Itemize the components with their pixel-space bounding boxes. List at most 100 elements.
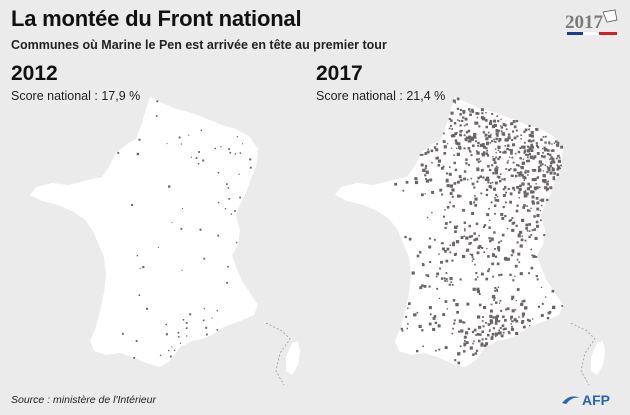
- commune-mark: [524, 189, 527, 192]
- commune-mark: [491, 112, 494, 115]
- commune-mark: [448, 127, 451, 130]
- commune-mark: [546, 198, 549, 202]
- commune-mark: [495, 301, 498, 304]
- corsica: [591, 341, 605, 375]
- commune-mark: [117, 151, 120, 154]
- commune-mark: [435, 275, 438, 278]
- commune-mark: [498, 320, 501, 323]
- commune-mark: [453, 319, 456, 322]
- commune-mark: [463, 342, 467, 346]
- commune-mark: [462, 321, 465, 324]
- commune-mark: [494, 316, 499, 320]
- commune-mark: [535, 142, 538, 145]
- commune-mark: [480, 108, 484, 112]
- panel-year: 2017: [316, 62, 363, 85]
- commune-mark: [479, 333, 482, 336]
- commune-mark: [472, 342, 474, 345]
- commune-mark: [202, 319, 205, 322]
- commune-mark: [539, 199, 542, 202]
- commune-mark: [492, 158, 496, 161]
- commune-mark: [483, 306, 487, 310]
- commune-mark: [494, 198, 498, 202]
- commune-mark: [543, 234, 546, 237]
- commune-mark: [490, 201, 493, 204]
- commune-mark: [485, 147, 488, 150]
- commune-mark: [556, 157, 558, 160]
- commune-mark: [536, 278, 539, 281]
- commune-mark: [418, 324, 422, 328]
- commune-mark: [522, 299, 526, 303]
- commune-mark: [467, 178, 469, 181]
- commune-mark: [542, 152, 544, 154]
- commune-mark: [433, 146, 437, 149]
- commune-mark: [515, 209, 519, 213]
- commune-mark: [475, 150, 478, 153]
- commune-mark: [462, 116, 465, 119]
- commune-mark: [500, 334, 504, 338]
- commune-mark: [474, 204, 478, 207]
- commune-mark: [479, 160, 482, 162]
- commune-mark: [495, 148, 497, 150]
- commune-mark: [482, 325, 485, 328]
- commune-mark: [419, 286, 423, 290]
- commune-mark: [465, 158, 468, 161]
- commune-mark: [427, 148, 430, 151]
- commune-mark: [459, 345, 462, 348]
- commune-mark: [485, 125, 488, 129]
- commune-mark: [481, 342, 483, 344]
- commune-mark: [490, 136, 492, 138]
- commune-mark: [497, 246, 501, 250]
- commune-mark: [474, 352, 478, 355]
- commune-mark: [198, 151, 200, 153]
- commune-mark: [456, 152, 460, 156]
- commune-mark: [495, 319, 498, 323]
- commune-mark: [521, 235, 523, 237]
- commune-mark: [468, 136, 472, 140]
- commune-mark: [449, 277, 453, 281]
- commune-mark: [516, 164, 519, 167]
- commune-mark: [525, 169, 527, 172]
- commune-mark: [495, 171, 498, 175]
- commune-mark: [401, 329, 404, 332]
- commune-mark: [428, 261, 431, 263]
- commune-mark: [519, 147, 522, 150]
- commune-mark: [516, 186, 519, 189]
- commune-mark: [469, 346, 473, 350]
- commune-mark: [477, 176, 480, 180]
- commune-mark: [503, 177, 506, 180]
- commune-mark: [501, 233, 505, 237]
- commune-mark: [542, 174, 546, 178]
- commune-mark: [419, 251, 422, 254]
- commune-mark: [437, 164, 441, 167]
- commune-mark: [464, 229, 466, 232]
- commune-mark: [431, 191, 434, 194]
- commune-mark: [469, 253, 472, 255]
- commune-mark: [507, 133, 511, 136]
- flag-white: [583, 32, 599, 35]
- commune-mark: [496, 262, 500, 266]
- commune-mark: [422, 168, 426, 172]
- commune-mark: [545, 189, 548, 192]
- commune-mark: [531, 195, 535, 199]
- commune-mark: [470, 154, 473, 157]
- commune-mark: [416, 311, 419, 314]
- commune-mark: [445, 272, 448, 274]
- commune-mark: [526, 230, 529, 232]
- commune-mark: [450, 111, 454, 115]
- commune-mark: [453, 322, 456, 325]
- commune-mark: [530, 248, 533, 251]
- commune-mark: [506, 161, 509, 164]
- commune-mark: [512, 143, 515, 147]
- commune-mark: [484, 178, 488, 181]
- commune-mark: [435, 349, 437, 352]
- commune-mark: [488, 121, 493, 125]
- commune-mark: [556, 164, 559, 167]
- commune-mark: [487, 131, 490, 134]
- commune-mark: [520, 138, 522, 140]
- commune-mark: [502, 194, 506, 197]
- commune-mark: [466, 123, 468, 126]
- commune-mark: [506, 227, 509, 230]
- commune-mark: [524, 128, 528, 132]
- commune-mark: [527, 156, 529, 159]
- commune-mark: [458, 145, 462, 149]
